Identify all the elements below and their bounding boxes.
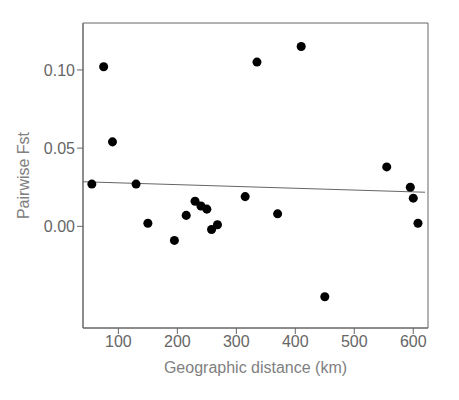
svg-text:0.00: 0.00 [44, 218, 75, 235]
svg-text:300: 300 [223, 333, 250, 350]
svg-text:200: 200 [164, 333, 191, 350]
svg-text:400: 400 [282, 333, 309, 350]
svg-text:Pairwise Fst: Pairwise Fst [15, 131, 32, 219]
svg-text:0.10: 0.10 [44, 62, 75, 79]
svg-text:0.05: 0.05 [44, 140, 75, 157]
svg-text:Geographic distance (km): Geographic distance (km) [164, 359, 347, 376]
svg-text:600: 600 [400, 333, 427, 350]
svg-text:500: 500 [341, 333, 368, 350]
svg-text:100: 100 [105, 333, 132, 350]
